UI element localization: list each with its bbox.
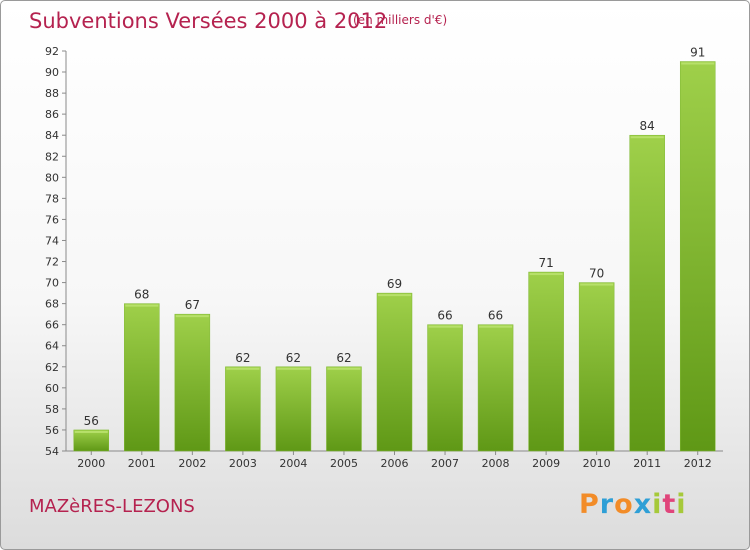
data-label-2006: 69 xyxy=(387,277,402,291)
y-tick-label: 80 xyxy=(45,171,59,184)
bar-2011 xyxy=(629,134,665,452)
x-tick-label: 2009 xyxy=(532,457,560,470)
bar-2010 xyxy=(578,282,615,452)
bar-highlight xyxy=(428,325,462,328)
bar-2008 xyxy=(477,324,514,452)
logo-letter: r xyxy=(599,489,615,520)
x-tick-label: 2002 xyxy=(178,457,206,470)
bar-2001 xyxy=(124,303,160,452)
y-tick-label: 68 xyxy=(45,298,59,311)
bar-2012 xyxy=(679,61,716,452)
y-tick-label: 64 xyxy=(45,340,59,353)
logo-letter: o xyxy=(614,489,634,520)
data-label-2000: 56 xyxy=(84,414,99,428)
bar-highlight xyxy=(175,315,209,318)
chart-axes: 54 56 58 60 62 64 66 68 70 72 74 76 78 80 82 84 86 88 90 92 xyxy=(45,45,723,458)
logo-letter: i xyxy=(652,489,663,520)
y-tick-label: 70 xyxy=(45,277,59,290)
bar-highlight xyxy=(226,367,260,370)
x-tick-label: 2006 xyxy=(381,457,409,470)
bar-highlight xyxy=(327,367,361,370)
data-label-2005: 62 xyxy=(336,351,351,365)
y-tick-label: 72 xyxy=(45,256,59,269)
y-tick-label: 60 xyxy=(45,382,59,395)
bar-highlight xyxy=(630,136,664,139)
data-label-2007: 66 xyxy=(437,309,452,323)
y-tick-label: 58 xyxy=(45,403,59,416)
y-tick-label: 92 xyxy=(45,45,59,58)
data-label-2004: 62 xyxy=(286,351,301,365)
y-tick-label: 62 xyxy=(45,361,59,374)
data-label-2008: 66 xyxy=(488,309,503,323)
x-tick-label: 2004 xyxy=(279,457,307,470)
data-label-2002: 67 xyxy=(185,298,200,312)
y-tick-label: 82 xyxy=(45,150,59,163)
x-tick-label: 2003 xyxy=(229,457,257,470)
bar-2007 xyxy=(427,324,463,452)
bar-highlight xyxy=(378,294,411,297)
y-tick-label: 78 xyxy=(45,192,59,205)
data-label-2011: 84 xyxy=(640,119,655,133)
y-tick-label: 56 xyxy=(45,424,59,437)
x-tick-label: 2010 xyxy=(583,457,611,470)
bar-highlight xyxy=(74,430,108,433)
logo-letter: t xyxy=(662,489,677,520)
bar-2009 xyxy=(528,271,564,452)
data-label-2012: 91 xyxy=(690,46,705,60)
bar-highlight xyxy=(479,325,513,328)
bar-2004 xyxy=(275,366,312,452)
chart-bars xyxy=(73,61,716,452)
y-tick-label: 88 xyxy=(45,87,59,100)
place-name: MAZèRES-LEZONS xyxy=(29,496,195,517)
x-tick-label: 2012 xyxy=(684,457,712,470)
bar-2006 xyxy=(376,292,413,452)
bar-highlight xyxy=(276,367,310,370)
bar-2002 xyxy=(174,313,211,452)
y-tick-label: 66 xyxy=(45,319,59,332)
y-tick-label: 84 xyxy=(45,129,59,142)
x-tick-label: 2001 xyxy=(128,457,156,470)
x-tick-label: 2005 xyxy=(330,457,358,470)
bar-2000 xyxy=(73,429,110,452)
data-label-2001: 68 xyxy=(134,288,149,302)
proxiti-logo[interactable]: Proxiti xyxy=(579,489,687,520)
x-tick-label: 2000 xyxy=(77,457,105,470)
chart-subtitle: (en milliers d'€) xyxy=(353,13,448,27)
logo-letter: x xyxy=(633,489,653,520)
x-tick-label: 2008 xyxy=(482,457,510,470)
y-tick-label: 74 xyxy=(45,234,59,247)
data-label-2003: 62 xyxy=(235,351,250,365)
y-tick-label: 76 xyxy=(45,213,59,226)
y-tick-label: 90 xyxy=(45,66,59,79)
chart-labels: 56 2000 68 2001 67 2002 62 2003 62 2004 62 2005 69 20… xyxy=(77,46,711,470)
bar-highlight xyxy=(125,304,159,307)
bar-highlight xyxy=(681,62,715,65)
logo-letter: P xyxy=(579,489,600,520)
bar-2003 xyxy=(225,366,261,452)
logo-letter: i xyxy=(676,489,687,520)
data-label-2009: 71 xyxy=(538,256,553,270)
bar-2005 xyxy=(326,366,362,452)
x-tick-label: 2007 xyxy=(431,457,459,470)
y-tick-label: 54 xyxy=(45,445,59,458)
bar-highlight xyxy=(580,283,614,286)
data-label-2010: 70 xyxy=(589,267,604,281)
x-tick-label: 2011 xyxy=(633,457,661,470)
chart-title: Subventions Versées 2000 à 2012 xyxy=(29,9,388,33)
y-tick-label: 86 xyxy=(45,108,59,121)
bar-highlight xyxy=(529,273,563,276)
